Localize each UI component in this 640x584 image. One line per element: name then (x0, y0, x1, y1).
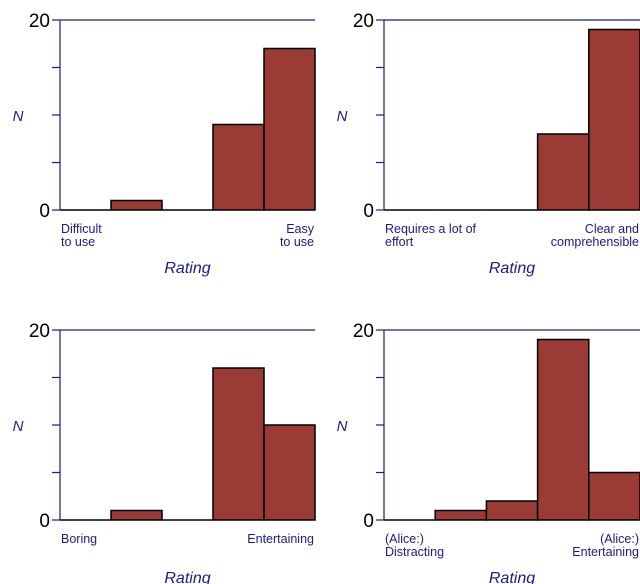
x-axis-label: Rating (489, 260, 535, 277)
y-tick-label: 0 (363, 201, 374, 222)
bar-bin-4 (536, 338, 590, 521)
y-tick-label: 20 (353, 11, 374, 32)
y-tick-label: 0 (363, 511, 374, 532)
x-axis-label: Rating (164, 570, 210, 584)
right-anchor-label: comprehensible (551, 235, 639, 249)
bar-bin-5 (263, 47, 316, 211)
y-tick-label: 20 (29, 11, 50, 32)
right-anchor-label: Entertaining (572, 545, 639, 559)
left-anchor-label: effort (385, 235, 414, 249)
bar-bin-3 (485, 500, 539, 521)
bar-bin-5 (588, 28, 640, 211)
y-tick-label: 0 (39, 201, 50, 222)
bar-bin-5 (588, 471, 640, 521)
bar-bin-2 (434, 509, 488, 521)
bar-bin-4 (212, 123, 265, 211)
histogram-panel-4: 020N(Alice:)Distracting(Alice:)Entertain… (337, 321, 640, 584)
left-anchor-label: Distracting (385, 545, 444, 559)
right-anchor-label: Easy (286, 222, 315, 236)
bar-bin-2 (110, 199, 163, 211)
y-axis-label: N (13, 108, 24, 125)
right-anchor-label: (Alice:) (600, 532, 639, 546)
left-anchor-label: (Alice:) (385, 532, 424, 546)
right-anchor-label: Entertaining (247, 532, 314, 546)
y-axis-label: N (337, 108, 348, 125)
right-anchor-label: Clear and (585, 222, 639, 236)
left-anchor-label: Requires a lot of (385, 222, 477, 236)
left-anchor-label: to use (61, 235, 95, 249)
bar-bin-4 (536, 133, 590, 211)
bar-bin-2 (110, 509, 163, 521)
left-anchor-label: Boring (61, 532, 97, 546)
y-axis-label: N (13, 418, 24, 435)
left-anchor-label: Difficult (61, 222, 102, 236)
y-tick-label: 20 (29, 321, 50, 342)
y-axis-label: N (337, 418, 348, 435)
x-axis-label: Rating (489, 570, 535, 584)
x-axis-label: Rating (164, 260, 210, 277)
right-anchor-label: to use (280, 235, 314, 249)
bar-bin-4 (212, 367, 265, 521)
histogram-panel-3: 0 20 N Boring Entertaining Rating (13, 321, 316, 584)
bar-bin-5 (263, 424, 316, 521)
y-tick-label: 0 (39, 511, 50, 532)
y-tick-label: 20 (353, 321, 374, 342)
